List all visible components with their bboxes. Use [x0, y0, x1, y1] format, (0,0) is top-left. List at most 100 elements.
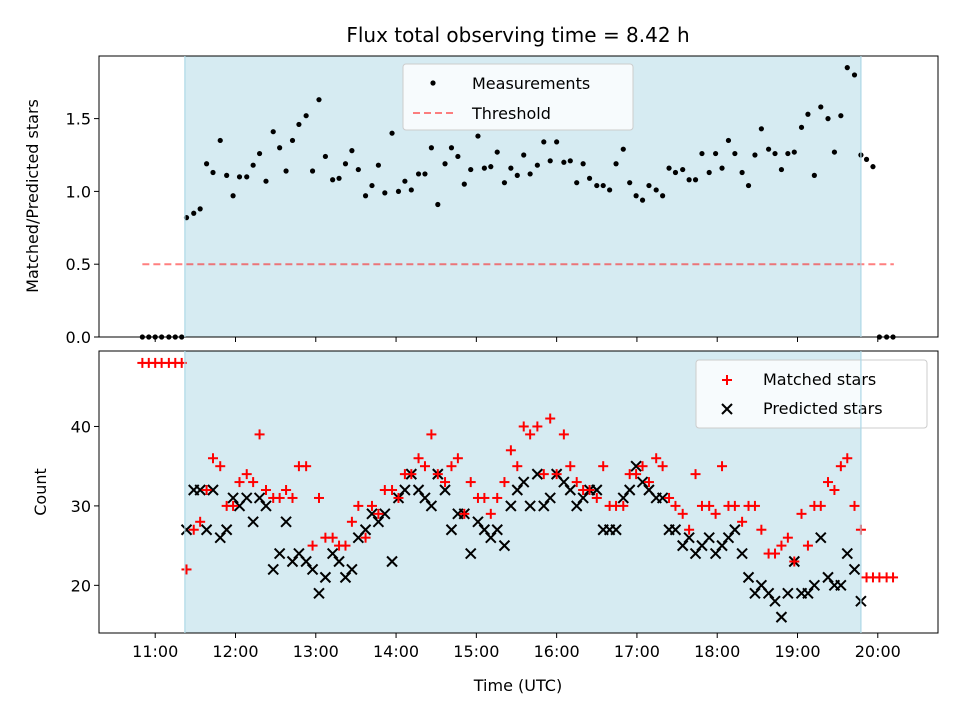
measurement-point: [336, 175, 342, 181]
measurement-point: [791, 149, 797, 155]
matched-star-point: [670, 500, 681, 511]
bottom-legend: Matched stars Predicted stars: [695, 359, 928, 429]
predicted-star-point: [742, 571, 755, 584]
measurement-point: [527, 171, 533, 177]
x-tick-label: 16:00: [534, 642, 580, 661]
predicted-star-point: [346, 563, 358, 576]
x-tick-label: 20:00: [855, 642, 901, 661]
matched-star-point: [241, 469, 252, 480]
predicted-star-point: [591, 484, 603, 496]
matched-star-point: [228, 500, 239, 511]
matched-stars-series: [137, 357, 899, 583]
matched-star-point: [260, 485, 271, 496]
predicted-star-point: [241, 492, 253, 504]
measurement-point: [713, 150, 719, 157]
matched-star-point: [346, 516, 357, 527]
measurement-point: [818, 104, 824, 110]
top-legend-box: [402, 63, 634, 131]
matched-star-point: [419, 461, 430, 472]
predicted-star-point: [339, 571, 352, 584]
matched-star-point: [313, 492, 324, 503]
predicted-star-point: [505, 500, 517, 512]
legend-matched-label: Matched stars: [763, 370, 876, 389]
matched-star-point: [274, 492, 285, 503]
measurement-point: [230, 193, 236, 199]
measurement-point: [825, 116, 831, 122]
predicted-star-point: [656, 492, 669, 504]
matched-star-point: [413, 453, 424, 464]
matched-star-point: [789, 556, 800, 567]
measurement-point: [342, 161, 349, 167]
matched-star-point: [440, 477, 451, 488]
matched-star-point: [215, 461, 226, 472]
measurement-point: [395, 188, 402, 195]
predicted-star-point: [630, 460, 642, 472]
measurement-point: [508, 165, 514, 171]
measurement-point: [349, 148, 355, 154]
matched-star-point: [505, 445, 516, 456]
matched-star-point: [796, 508, 807, 519]
predicted-star-point: [775, 611, 788, 623]
predicted-star-point: [419, 492, 431, 504]
matched-star-point: [717, 461, 728, 472]
measurement-point: [217, 137, 223, 144]
predicted-star-point: [485, 531, 497, 544]
predicted-star-point: [716, 539, 728, 552]
predicted-star-point: [722, 531, 735, 544]
matched-star-point: [188, 524, 199, 535]
measurement-point: [580, 161, 586, 167]
measurement-point: [772, 150, 778, 157]
predicted-star-point: [623, 484, 636, 496]
matched-star-point: [704, 500, 715, 511]
matched-star-point: [571, 477, 582, 488]
measurement-point: [322, 153, 329, 160]
measurement-point: [455, 153, 461, 160]
measurement-point: [633, 193, 639, 199]
matched-star-point: [446, 461, 457, 472]
matched-star-point: [643, 477, 654, 488]
predicted-star-point: [253, 492, 266, 504]
measurement-point: [692, 177, 699, 183]
predicted-star-point: [841, 547, 853, 560]
measurement-point: [289, 137, 296, 144]
predicted-star-point: [703, 531, 715, 544]
measurement-point: [283, 168, 289, 174]
matched-star-point: [327, 532, 338, 543]
measurement-point: [197, 206, 203, 212]
predicted-star-point: [848, 563, 861, 576]
measurement-point: [607, 187, 613, 193]
measurement-point: [844, 65, 850, 71]
matched-star-point: [465, 477, 476, 488]
matched-star-point: [485, 508, 496, 519]
matched-star-point: [426, 429, 437, 440]
measurement-point: [244, 174, 250, 180]
matched-star-point: [281, 485, 292, 496]
measurement-point: [686, 177, 692, 183]
predicted-star-point: [260, 500, 272, 512]
matched-star-point: [657, 461, 668, 472]
predicted-star-point: [689, 547, 702, 560]
matched-star-point: [815, 500, 826, 511]
x-tick-label: 15:00: [453, 642, 499, 661]
matched-star-point: [432, 469, 443, 480]
matched-star-point: [301, 461, 312, 472]
measurement-point: [574, 180, 580, 186]
matched-star-point: [823, 477, 834, 488]
measurement-point: [521, 152, 527, 158]
x-tick-label: 18:00: [694, 642, 740, 661]
predicted-star-point: [472, 516, 484, 528]
measurement-point: [811, 172, 817, 178]
measurement-point: [224, 172, 230, 178]
measurement-point: [680, 166, 686, 173]
matched-star-point: [181, 564, 192, 575]
predicted-star-point: [227, 492, 239, 504]
predicted-star-point: [280, 516, 292, 528]
measurement-point: [435, 201, 441, 208]
measurement-point: [488, 164, 494, 170]
measurement-point: [639, 197, 646, 203]
predicted-star-point: [319, 571, 332, 584]
matched-star-point: [770, 548, 781, 559]
predicted-star-point: [636, 476, 649, 488]
matched-star-point: [842, 453, 853, 464]
y-tick-label: 40: [71, 417, 91, 436]
